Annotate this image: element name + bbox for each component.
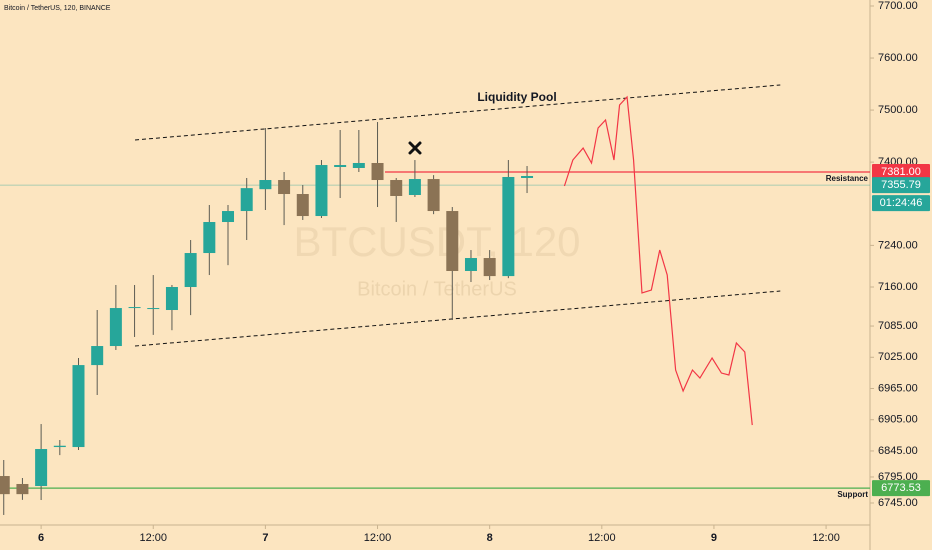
candle-body <box>464 258 477 271</box>
channel-line <box>134 84 781 141</box>
y-tick-label: 7160.00 <box>878 281 918 293</box>
last-price-label: 7355.79 <box>872 177 930 194</box>
candle-body <box>446 211 459 271</box>
last-price-label-text: 7355.79 <box>881 179 921 191</box>
symbol-header: Bitcoin / TetherUS, 120, BINANCE <box>4 5 111 12</box>
level-label-text: 6773.53 <box>881 482 921 494</box>
candle-body <box>502 176 515 277</box>
candle-body <box>0 476 10 495</box>
candle-body <box>184 253 197 288</box>
y-tick-label: 7700.00 <box>878 0 918 12</box>
last-price-label-box <box>872 177 930 194</box>
y-tick-label: 7600.00 <box>878 52 918 64</box>
x-tick-label: 12:00 <box>139 532 167 544</box>
candle-body <box>296 194 309 217</box>
candle-body <box>147 308 160 310</box>
candle-body <box>165 287 178 311</box>
level-name: Support <box>837 490 868 499</box>
level-label-box <box>872 163 930 180</box>
channel-line <box>134 290 781 347</box>
candle-body <box>222 211 235 223</box>
y-tick-label: 6795.00 <box>878 471 918 483</box>
candle-body <box>315 165 328 217</box>
candle-body <box>16 483 29 495</box>
candle-body <box>352 162 365 168</box>
annotation: Liquidity Pool <box>477 90 556 104</box>
candle-body <box>53 445 66 448</box>
x-tick-label: 8 <box>487 532 493 544</box>
candle-body <box>91 346 104 366</box>
candle-body <box>128 307 141 309</box>
x-tick-label: 12:00 <box>364 532 392 544</box>
candle-body <box>521 176 534 178</box>
candle-body <box>408 179 421 196</box>
x-tick-label: 7 <box>262 532 268 544</box>
candle-body <box>390 180 403 196</box>
y-tick-label: 6745.00 <box>878 497 918 509</box>
candle-body <box>259 180 272 190</box>
countdown-label: 01:24:46 <box>872 195 930 212</box>
candle-body <box>240 188 253 212</box>
candle-body <box>371 162 384 181</box>
watermark: BTCUSDT, 120 <box>293 218 580 265</box>
candle-body <box>72 365 85 448</box>
projection-line <box>563 95 753 426</box>
candle-body <box>109 308 122 347</box>
x-tick-label: 9 <box>711 532 717 544</box>
level-label: 7381.00 <box>872 163 930 180</box>
level-label-box <box>872 480 930 497</box>
countdown-label-box <box>872 195 930 212</box>
y-tick-label: 7240.00 <box>878 239 918 251</box>
y-tick-label: 6845.00 <box>878 445 918 457</box>
y-tick-label: 6905.00 <box>878 414 918 426</box>
candle-body <box>203 222 216 254</box>
x-tick-label: 12:00 <box>588 532 616 544</box>
level-name: Resistance <box>826 174 869 183</box>
level-label: 6773.53 <box>872 480 930 497</box>
candle-body <box>334 165 347 168</box>
y-tick-label: 7025.00 <box>878 351 918 363</box>
countdown-label-text: 01:24:46 <box>880 197 923 209</box>
x-tick-label: 6 <box>38 532 44 544</box>
x-marker <box>408 141 422 155</box>
y-tick-label: 7500.00 <box>878 104 918 116</box>
candle-body <box>278 180 291 195</box>
level-label-text: 7381.00 <box>881 166 921 178</box>
y-tick-label: 7085.00 <box>878 320 918 332</box>
watermark-subtitle: Bitcoin / TetherUS <box>357 278 517 300</box>
x-tick-label: 12:00 <box>812 532 840 544</box>
y-tick-label: 6965.00 <box>878 382 918 394</box>
candle-body <box>427 179 440 212</box>
candle-body <box>35 449 48 487</box>
candle-body <box>483 258 496 277</box>
